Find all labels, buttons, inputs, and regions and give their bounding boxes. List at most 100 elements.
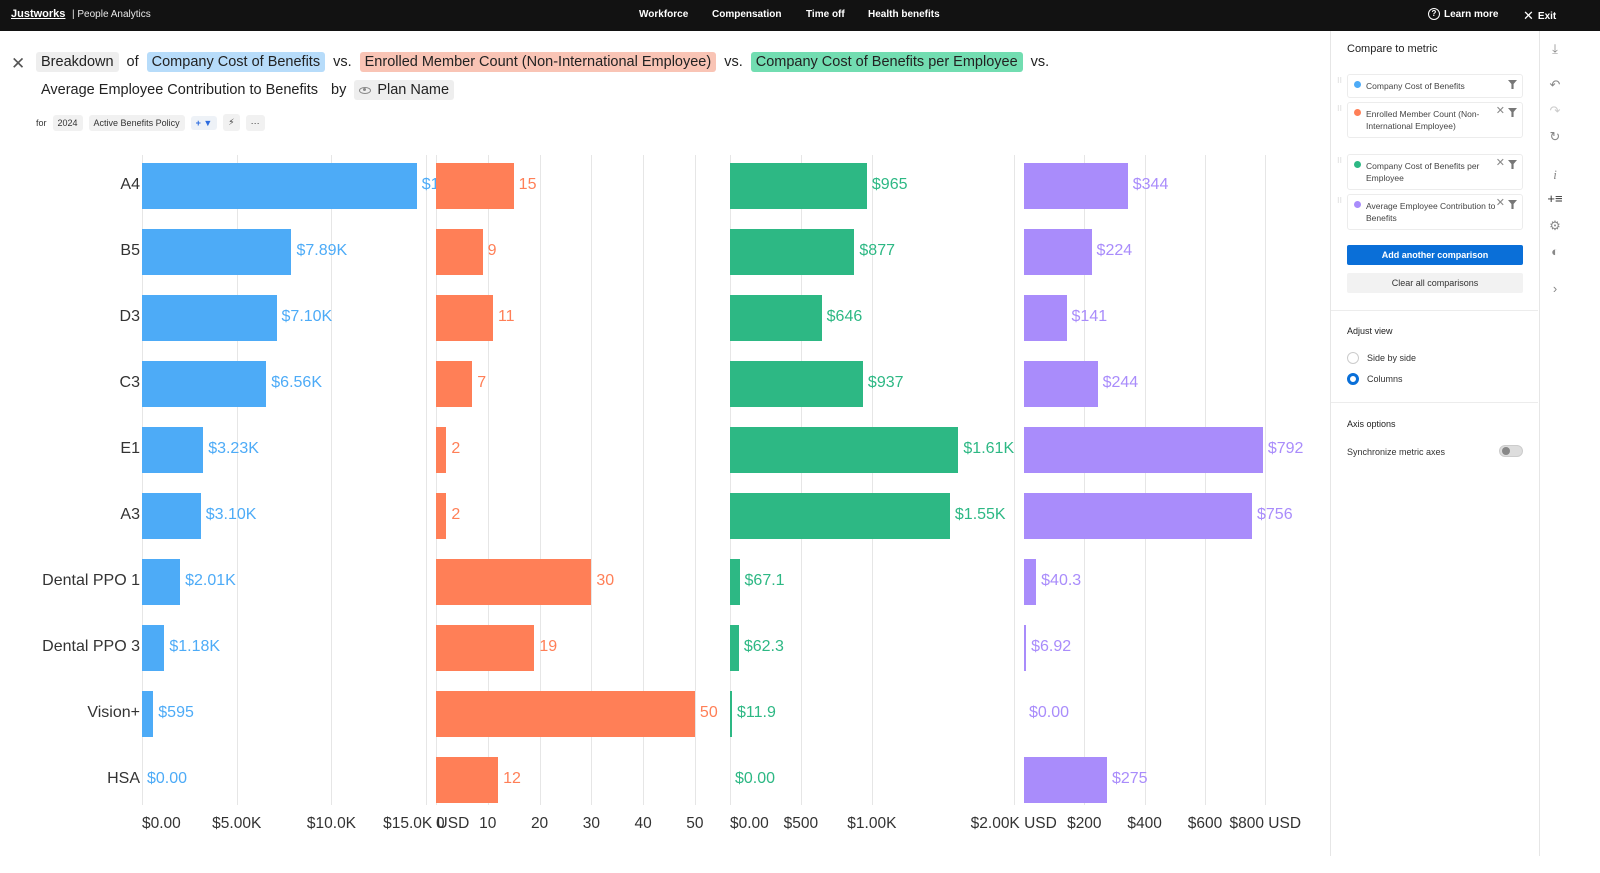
exit-button[interactable]: ✕ Exit: [1523, 8, 1556, 24]
filter-icon[interactable]: [1508, 80, 1517, 89]
chart-bar[interactable]: [1024, 427, 1263, 473]
metric-card-avg-contribution[interactable]: Average Employee Contribution to Benefit…: [1347, 194, 1523, 230]
gridline: [643, 155, 645, 805]
nav-workforce[interactable]: Workforce: [639, 9, 689, 20]
bar-value-label: $1.61K: [963, 440, 1015, 457]
remove-icon[interactable]: ✕: [1495, 197, 1505, 209]
drag-handle-icon[interactable]: ⁝⁝: [1337, 76, 1343, 85]
filter-icon[interactable]: [1508, 108, 1517, 117]
year-filter-chip[interactable]: 2024: [52, 114, 83, 131]
by-text: by: [331, 82, 347, 98]
chart-bar[interactable]: [142, 493, 201, 539]
metric-chip-cost-per-employee[interactable]: Company Cost of Benefits per Employee: [750, 52, 1023, 72]
learn-more-link[interactable]: ? Learn more: [1428, 8, 1498, 20]
chart-bar[interactable]: [730, 559, 740, 605]
clear-comparisons-button[interactable]: Clear all comparisons: [1347, 273, 1523, 293]
chart-bar[interactable]: [436, 559, 592, 605]
breakdown-chip[interactable]: Breakdown: [36, 52, 119, 72]
gridline: [694, 155, 696, 805]
drag-handle-icon[interactable]: ⁝⁝: [1337, 156, 1343, 165]
metric-chip-enrolled-count[interactable]: Enrolled Member Count (Non-International…: [359, 52, 717, 72]
lightning-icon[interactable]: ⚡: [223, 114, 240, 131]
chart-bar[interactable]: [142, 559, 181, 605]
chart-bar[interactable]: [730, 691, 732, 737]
chart-bar[interactable]: [730, 361, 863, 407]
download-icon[interactable]: ⤓: [1552, 41, 1558, 56]
policy-filter-chip[interactable]: Active Benefits Policy: [88, 114, 185, 131]
axis-tick-label: $1.00K: [847, 815, 897, 832]
drag-handle-icon[interactable]: ⁝⁝: [1337, 196, 1343, 205]
close-icon[interactable]: ✕: [11, 54, 26, 73]
chart-bar[interactable]: [730, 493, 950, 539]
axis-tick-label: $2.00K USD: [970, 815, 1057, 832]
chart-bar[interactable]: [142, 427, 204, 473]
drag-handle-icon[interactable]: ⁝⁝: [1337, 104, 1343, 113]
info-icon[interactable]: i: [1553, 167, 1557, 182]
chart-bar[interactable]: [730, 625, 739, 671]
refresh-icon[interactable]: ↻: [1549, 129, 1561, 144]
axis-tick-label: $500: [783, 815, 819, 832]
chart-bar[interactable]: [436, 361, 473, 407]
metric-card-enrolled-count[interactable]: Enrolled Member Count (Non-International…: [1347, 102, 1523, 138]
chart-bar[interactable]: [730, 229, 855, 275]
chart-bar[interactable]: [436, 625, 535, 671]
nav-health-benefits[interactable]: Health benefits: [868, 9, 940, 20]
nav-compensation[interactable]: Compensation: [712, 9, 782, 20]
category-label: A3: [120, 506, 140, 523]
chart-bar[interactable]: [1024, 361, 1098, 407]
axis-tick-label: 20: [530, 815, 549, 832]
sync-axes-toggle[interactable]: [1499, 445, 1523, 457]
gridline: [871, 155, 873, 805]
chart-bar[interactable]: [142, 625, 165, 671]
chart-bar[interactable]: [436, 427, 447, 473]
bar-value-label: $344: [1132, 176, 1169, 193]
chart-bar[interactable]: [730, 163, 867, 209]
gear-icon[interactable]: ⚙: [1549, 218, 1561, 233]
chart-bar[interactable]: [436, 691, 695, 737]
side-by-side-radio[interactable]: [1347, 352, 1359, 364]
remove-icon[interactable]: ✕: [1495, 105, 1505, 117]
bar-value-label: 2: [451, 506, 461, 523]
bar-value-label: $0.00: [1029, 704, 1070, 721]
chart-bar[interactable]: [1024, 757, 1107, 803]
chart-bar[interactable]: [142, 295, 277, 341]
remove-icon[interactable]: ✕: [1495, 157, 1505, 169]
chart-bar[interactable]: [1024, 559, 1037, 605]
axis-tick-label: $10.0K: [306, 815, 357, 832]
chart-bar[interactable]: [142, 229, 292, 275]
chart-bar[interactable]: [436, 493, 447, 539]
chart-bar[interactable]: [1024, 229, 1092, 275]
chart-bar[interactable]: [436, 757, 499, 803]
chart-bar[interactable]: [142, 361, 267, 407]
add-filter-button[interactable]: + ▼: [190, 115, 218, 130]
dimension-chip[interactable]: Plan Name: [354, 80, 455, 100]
chart-bar[interactable]: [1024, 163, 1128, 209]
filter-icon[interactable]: [1508, 160, 1517, 169]
chart-bar[interactable]: [1024, 493, 1252, 539]
chart-bar[interactable]: [1024, 625, 1027, 671]
metric-card-company-cost[interactable]: Company Cost of Benefits: [1347, 74, 1523, 98]
chart-bar[interactable]: [436, 229, 483, 275]
metric-card-cost-per-employee[interactable]: Company Cost of Benefits per Employee ✕: [1347, 154, 1523, 190]
chevron-right-icon[interactable]: ›: [1552, 281, 1558, 296]
metric-chip-company-cost[interactable]: Company Cost of Benefits: [146, 52, 326, 72]
palette-icon[interactable]: ◐: [1551, 244, 1559, 259]
chart-bar[interactable]: [730, 427, 959, 473]
nav-time-off[interactable]: Time off: [806, 9, 845, 20]
axis-tick-label: $0.00: [730, 815, 769, 832]
brand-logo[interactable]: Justworks: [11, 8, 66, 20]
undo-icon[interactable]: ↶: [1549, 77, 1561, 92]
add-metric-icon[interactable]: +≡: [1547, 191, 1563, 206]
chart-bar[interactable]: [142, 691, 154, 737]
filter-icon[interactable]: [1508, 200, 1517, 209]
chart-bar[interactable]: [1024, 295, 1067, 341]
chart-bar[interactable]: [436, 295, 493, 341]
more-options-button[interactable]: ···: [245, 114, 265, 131]
redo-icon[interactable]: ↷: [1549, 103, 1561, 118]
chart-bar[interactable]: [730, 295, 822, 341]
add-comparison-button[interactable]: Add another comparison: [1347, 245, 1523, 265]
columns-radio[interactable]: [1347, 373, 1359, 385]
metric-chip-avg-employee-contribution[interactable]: Average Employee Contribution to Benefit…: [41, 82, 319, 98]
chart-bar[interactable]: [436, 163, 514, 209]
chart-bar[interactable]: [142, 163, 417, 209]
